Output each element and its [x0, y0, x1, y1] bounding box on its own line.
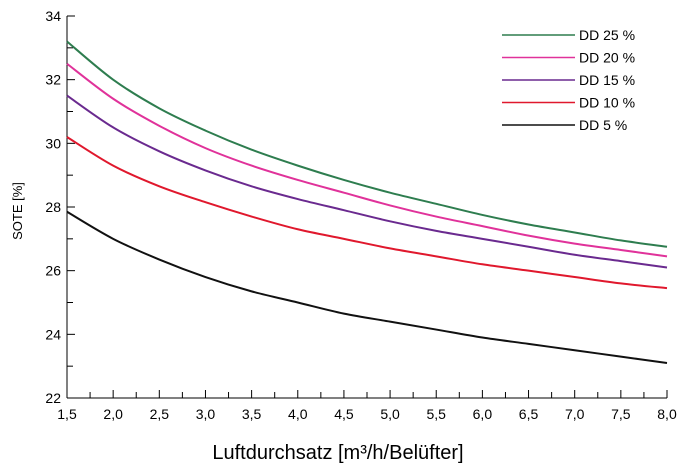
legend-label: DD 25 %: [579, 27, 635, 43]
x-tick-label: 3,0: [196, 406, 216, 422]
legend-label: DD 15 %: [579, 72, 635, 88]
x-tick-label: 1,5: [57, 406, 77, 422]
legend: DD 25 % DD 20 % DD 15 % DD 10 % DD 5 %: [502, 27, 635, 133]
legend-label: DD 5 %: [579, 117, 627, 133]
x-tick-label: 3,5: [242, 406, 262, 422]
legend-label: DD 10 %: [579, 95, 635, 111]
axes: 22 24 26 28 30 32 34 1,5 2,0 2,5 3,0 3,5 4,0 4,5 5,0 5,…: [45, 8, 677, 422]
series-line: [66, 62, 668, 258]
y-tick-label: 32: [45, 72, 61, 88]
x-tick-label: 5,5: [426, 406, 446, 422]
x-tick-label: 8,0: [657, 406, 677, 422]
x-tick-label: 5,0: [380, 406, 400, 422]
y-tick-label: 26: [45, 263, 61, 279]
x-tick-label: 2,5: [150, 406, 170, 422]
series-line: [66, 210, 668, 364]
x-tick-label: 6,5: [519, 406, 539, 422]
series-line: [66, 136, 668, 290]
x-tick-label: 4,5: [334, 406, 354, 422]
x-tick-label: 7,5: [611, 406, 631, 422]
y-tick-label: 28: [45, 199, 61, 215]
x-axis-title: Luftdurchsatz [m³/h/Belüfter]: [212, 442, 463, 464]
series-lines: [66, 40, 668, 364]
y-tick-label: 30: [45, 135, 61, 151]
x-tick-label: 2,0: [103, 406, 123, 422]
y-tick-label: 34: [45, 8, 61, 24]
legend-label: DD 20 %: [579, 50, 635, 66]
y-axis-title: SOTE [%]: [10, 182, 25, 240]
x-tick-label: 6,0: [473, 406, 493, 422]
y-tick-label: 24: [45, 326, 61, 342]
series-line: [66, 40, 668, 248]
series-line: [66, 94, 668, 269]
x-tick-label: 4,0: [288, 406, 308, 422]
y-tick-label: 22: [45, 390, 61, 406]
x-tick-label: 7,0: [565, 406, 585, 422]
